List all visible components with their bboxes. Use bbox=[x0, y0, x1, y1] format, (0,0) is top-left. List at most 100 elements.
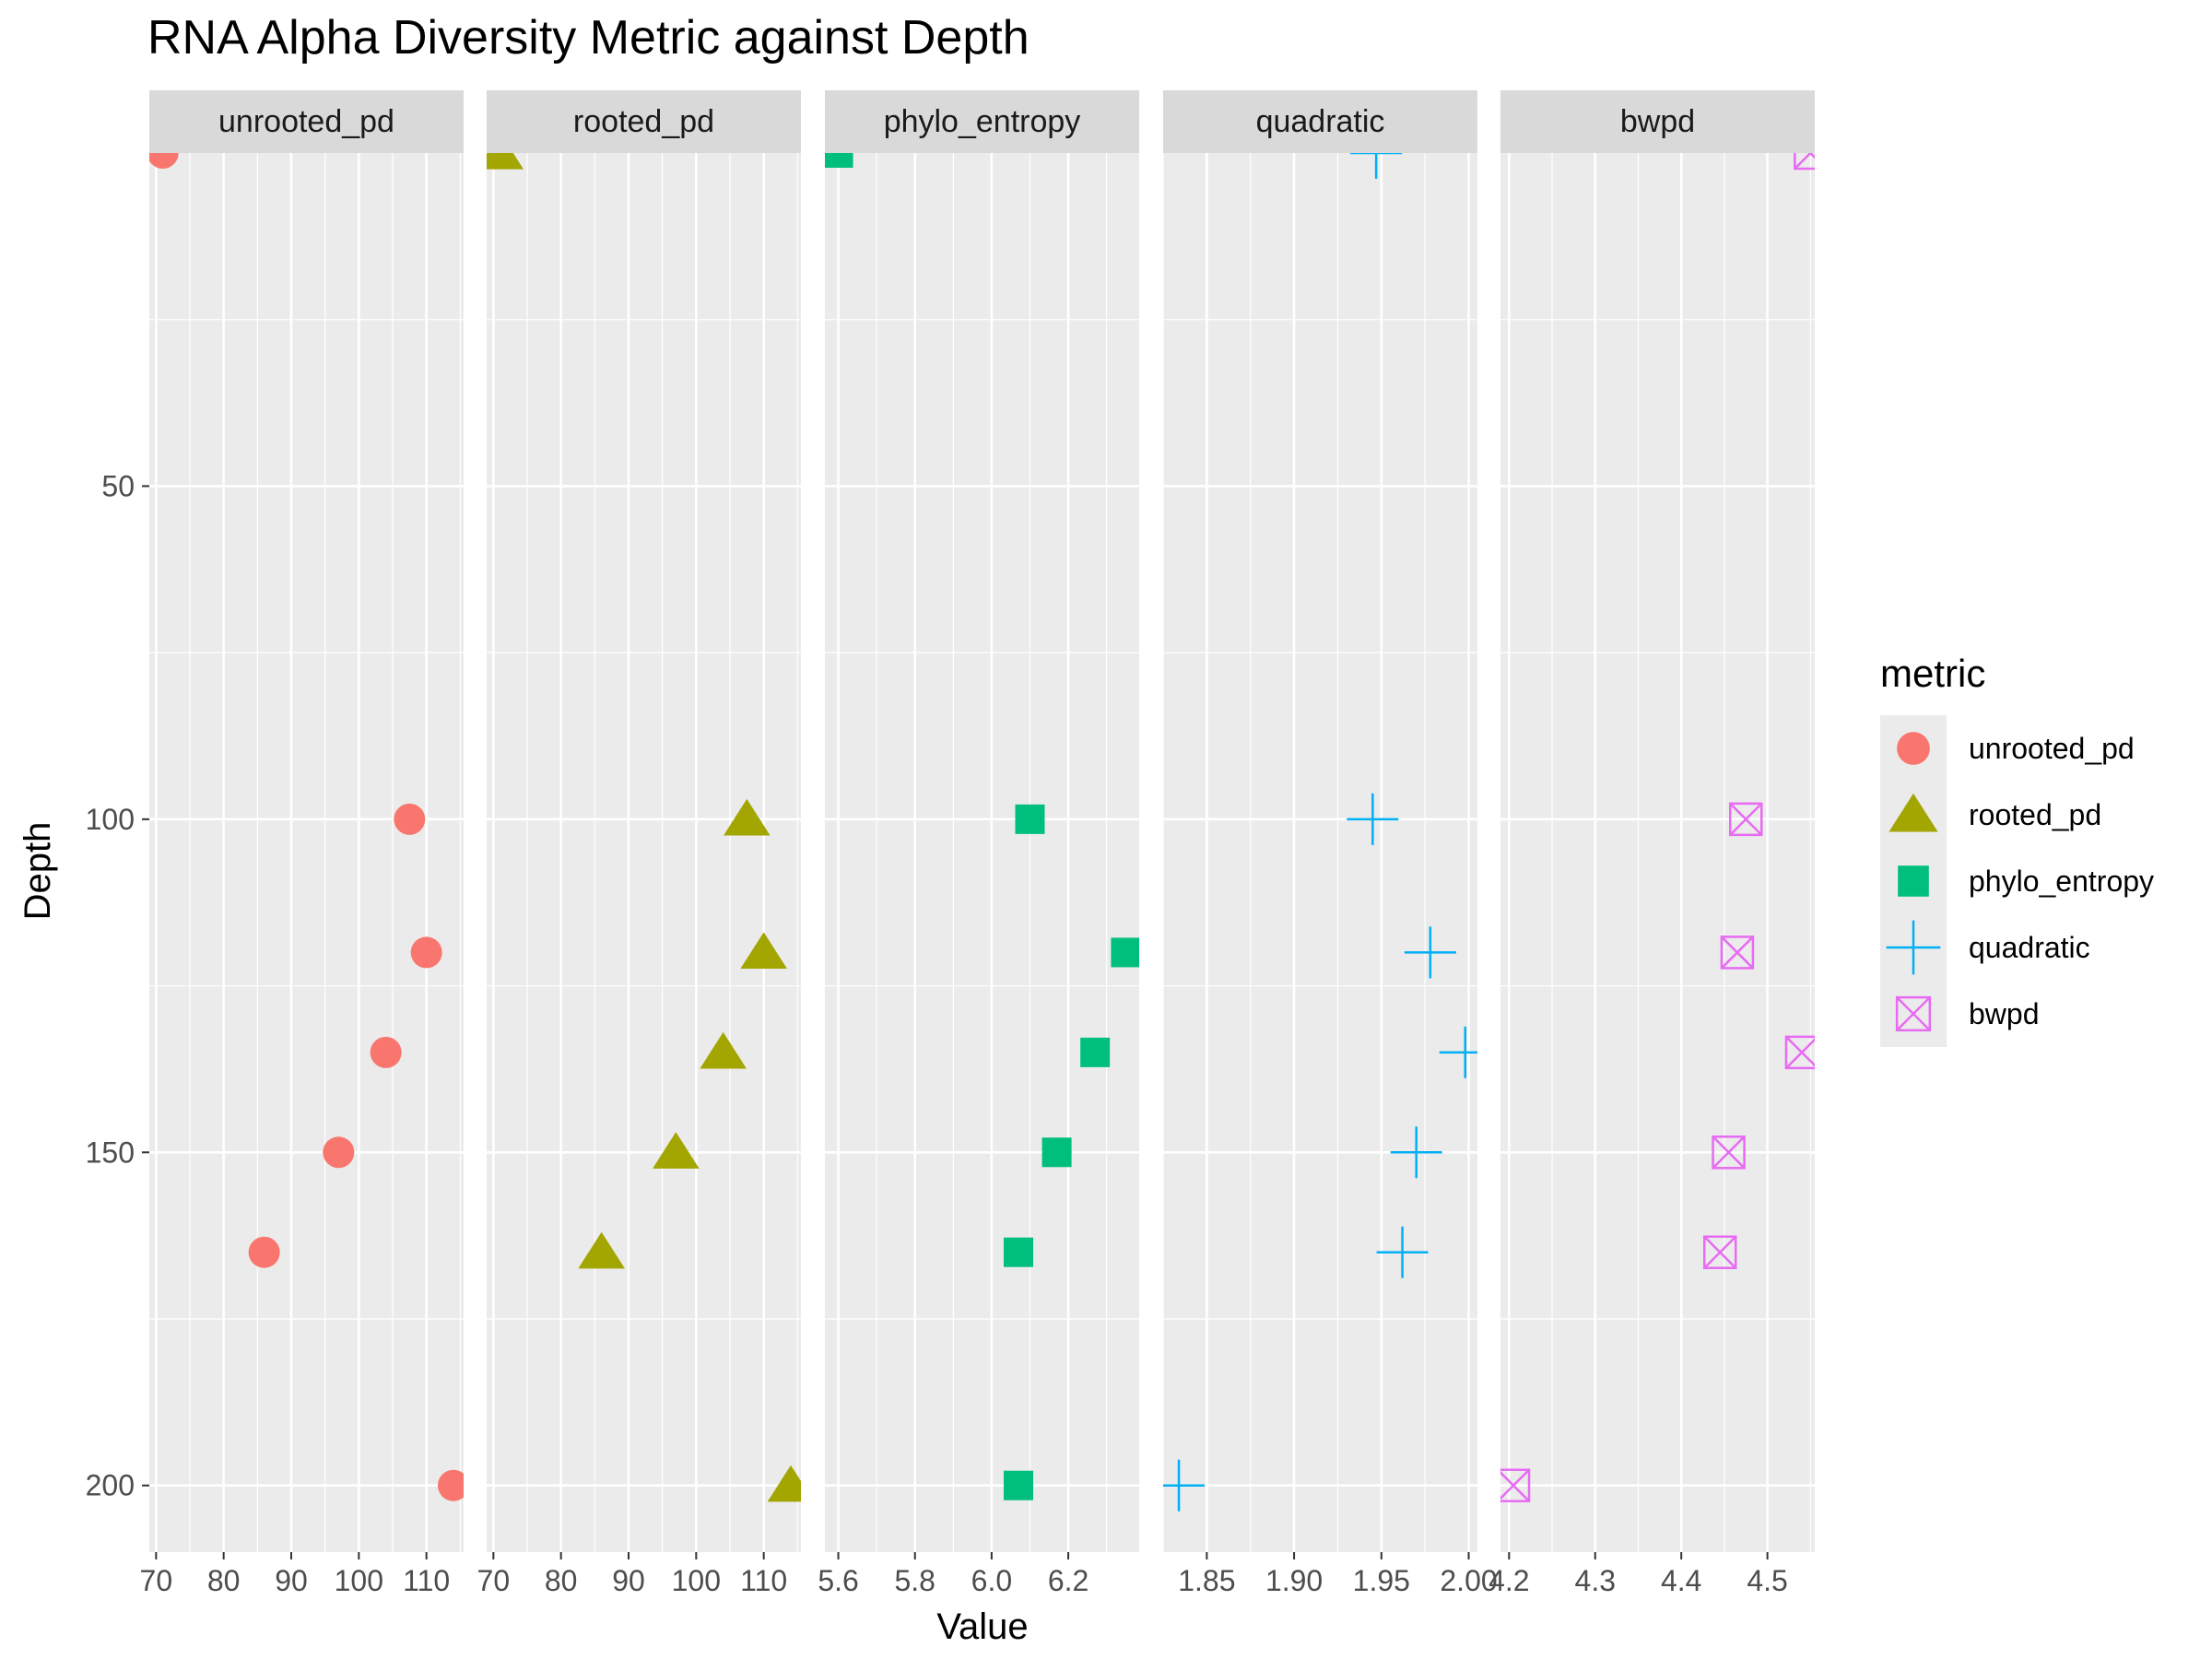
y-axis: 50 100 150 200 bbox=[86, 469, 149, 1502]
legend-key bbox=[1886, 920, 1941, 975]
data-point bbox=[438, 1469, 464, 1501]
data-point bbox=[1712, 1135, 1746, 1170]
y-tick-label: 200 bbox=[86, 1469, 135, 1502]
x-tick-label: 4.2 bbox=[1488, 1564, 1529, 1597]
data-point bbox=[1111, 937, 1139, 968]
legend-key bbox=[1888, 793, 1938, 832]
legend-key bbox=[1897, 732, 1930, 765]
data-point bbox=[1404, 926, 1456, 979]
data-point bbox=[1702, 1235, 1737, 1269]
strip-background bbox=[1163, 90, 1477, 153]
points-rooted_pd bbox=[487, 153, 801, 1502]
data-point bbox=[1041, 1137, 1072, 1168]
legend-entry-phylo_entropy: phylo_entropy bbox=[1880, 848, 2154, 914]
legend-entry-unrooted_pd: unrooted_pd bbox=[1880, 715, 2135, 782]
x-tick-label: 90 bbox=[275, 1564, 308, 1597]
data-point bbox=[578, 1231, 625, 1269]
x-tick-label: 4.4 bbox=[1661, 1564, 1701, 1597]
legend-label: rooted_pd bbox=[1969, 798, 2101, 831]
data-point bbox=[1729, 802, 1763, 837]
x-tick-label: 110 bbox=[403, 1564, 450, 1597]
panel-background bbox=[149, 153, 464, 1552]
legend-entry-rooted_pd: rooted_pd bbox=[1880, 782, 2101, 848]
y-tick-label: 150 bbox=[86, 1135, 135, 1169]
chart-title: RNA Alpha Diversity Metric against Depth bbox=[147, 11, 1030, 65]
points-bwpd bbox=[1500, 153, 1815, 1502]
data-point bbox=[1794, 153, 1815, 171]
x-tick-label: 1.95 bbox=[1353, 1564, 1410, 1597]
y-axis-title: Depth bbox=[18, 822, 58, 921]
y-tick-label: 100 bbox=[86, 803, 135, 836]
data-point bbox=[740, 932, 787, 970]
strip-background bbox=[1500, 90, 1815, 153]
data-point bbox=[323, 1136, 355, 1169]
data-point bbox=[1080, 1037, 1111, 1067]
data-point bbox=[1390, 1126, 1442, 1179]
points-quadratic bbox=[1163, 153, 1477, 1512]
panel-background bbox=[487, 153, 801, 1552]
data-point bbox=[653, 1132, 700, 1169]
data-point bbox=[724, 798, 771, 836]
data-point bbox=[1347, 793, 1399, 845]
legend-label: quadratic bbox=[1969, 931, 2090, 964]
x-tick-label: 70 bbox=[140, 1564, 173, 1597]
strip-label: phylo_entropy bbox=[884, 104, 1081, 139]
strip-background bbox=[487, 90, 801, 153]
data-point bbox=[1015, 804, 1045, 834]
data-point bbox=[767, 1465, 801, 1502]
data-point bbox=[1004, 1470, 1034, 1500]
legend-label: unrooted_pd bbox=[1969, 732, 2135, 765]
x-tick-label: 1.90 bbox=[1265, 1564, 1323, 1597]
x-tick-label: 80 bbox=[545, 1564, 578, 1597]
points-phylo_entropy bbox=[825, 153, 1139, 1500]
x-tick-label: 5.6 bbox=[818, 1564, 858, 1597]
data-point bbox=[394, 803, 426, 835]
legend: metric unrooted_pd rooted_pd phylo_entropy… bbox=[1880, 652, 2154, 1047]
x-tick-label: 80 bbox=[207, 1564, 241, 1597]
data-point bbox=[1720, 935, 1755, 970]
legend-key bbox=[1895, 995, 1932, 1032]
data-point bbox=[1004, 1237, 1034, 1267]
facet-panels: unrooted_pd 70 80 90 100 110 rooted_pd 70 80 90 10… bbox=[140, 90, 1815, 1597]
data-point bbox=[410, 936, 442, 969]
x-tick-label: 110 bbox=[740, 1564, 787, 1597]
data-point bbox=[1163, 1459, 1206, 1512]
data-point bbox=[149, 153, 179, 169]
legend-entry-bwpd: bwpd bbox=[1880, 981, 2040, 1047]
x-tick-label: 1.85 bbox=[1178, 1564, 1235, 1597]
strip-background bbox=[825, 90, 1139, 153]
panel-quadratic: quadratic 1.85 1.90 1.95 2.00 bbox=[1162, 90, 1498, 1597]
data-point bbox=[1784, 1035, 1815, 1070]
x-tick-label: 100 bbox=[335, 1564, 383, 1597]
panel-background bbox=[1163, 153, 1477, 1552]
legend-key bbox=[1898, 865, 1929, 897]
data-point bbox=[825, 153, 853, 168]
panel-unrooted_pd: unrooted_pd 70 80 90 100 110 bbox=[140, 90, 464, 1597]
points-unrooted_pd bbox=[149, 153, 464, 1501]
panel-phylo_entropy: phylo_entropy 5.6 5.8 6.0 6.2 bbox=[818, 90, 1139, 1597]
data-point bbox=[248, 1236, 280, 1268]
legend-label: bwpd bbox=[1969, 997, 2040, 1030]
panel-rooted_pd: rooted_pd 70 80 90 100 110 bbox=[477, 90, 801, 1597]
x-tick-label: 6.0 bbox=[971, 1564, 1012, 1597]
data-point bbox=[487, 153, 524, 170]
data-point bbox=[1350, 153, 1403, 179]
x-tick-label: 4.3 bbox=[1575, 1564, 1616, 1597]
legend-entry-quadratic: quadratic bbox=[1880, 914, 2090, 981]
x-tick-label: 90 bbox=[612, 1564, 645, 1597]
strip-background bbox=[149, 90, 464, 153]
x-tick-label: 2.00 bbox=[1440, 1564, 1497, 1597]
data-point bbox=[700, 1031, 747, 1069]
x-tick-label: 5.8 bbox=[894, 1564, 935, 1597]
y-tick-label: 50 bbox=[101, 469, 135, 502]
data-point bbox=[1439, 1026, 1477, 1078]
legend-entries: unrooted_pd rooted_pd phylo_entropyquadrat… bbox=[1880, 715, 2154, 1047]
panel-background bbox=[825, 153, 1139, 1552]
strip-label: quadratic bbox=[1256, 104, 1385, 139]
x-tick-label: 4.5 bbox=[1747, 1564, 1787, 1597]
x-tick-label: 6.2 bbox=[1048, 1564, 1088, 1597]
strip-label: rooted_pd bbox=[573, 104, 714, 139]
data-point bbox=[1376, 1226, 1429, 1278]
data-point bbox=[1500, 1468, 1531, 1502]
